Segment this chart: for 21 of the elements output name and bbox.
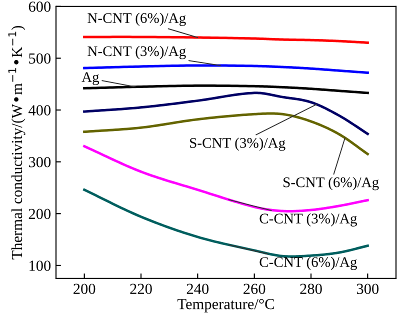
x-tick-label: 260 xyxy=(244,284,266,294)
y-tick-label: 200 xyxy=(28,208,51,220)
text: S-CNT (3%)/Ag xyxy=(190,138,286,151)
series-label: N-CNT (3%)/Ag xyxy=(88,46,186,60)
x-tick-label: 300 xyxy=(356,284,379,294)
y-axis-title: Thermal conductivity/(W•m$^{−1}$•K$^{−1}$) xyxy=(8,26,26,260)
series-label: C-CNT (6%)/Ag xyxy=(260,256,357,270)
x-tick-label: 220 xyxy=(130,284,152,294)
series-label: C-CNT (3%)/Ag xyxy=(260,213,357,226)
series-label: S-CNT (6%)/Ag xyxy=(284,176,379,190)
x-tick-label: 240 xyxy=(186,284,209,294)
y-tick-label: 500 xyxy=(29,53,51,64)
x-axis-title: Temperature/°C xyxy=(178,298,274,312)
y-tick-label: 400 xyxy=(28,105,51,116)
x-tick-label: 280 xyxy=(300,284,322,294)
x-tick-label: 200 xyxy=(74,284,96,294)
y-tick-label: 100 xyxy=(30,260,51,271)
series-label: N-CNT (6%)/Ag xyxy=(88,12,186,26)
series-label: Ag xyxy=(82,72,100,86)
y-tick-label: 600 xyxy=(28,2,51,12)
y-tick-label: 300 xyxy=(28,156,51,168)
